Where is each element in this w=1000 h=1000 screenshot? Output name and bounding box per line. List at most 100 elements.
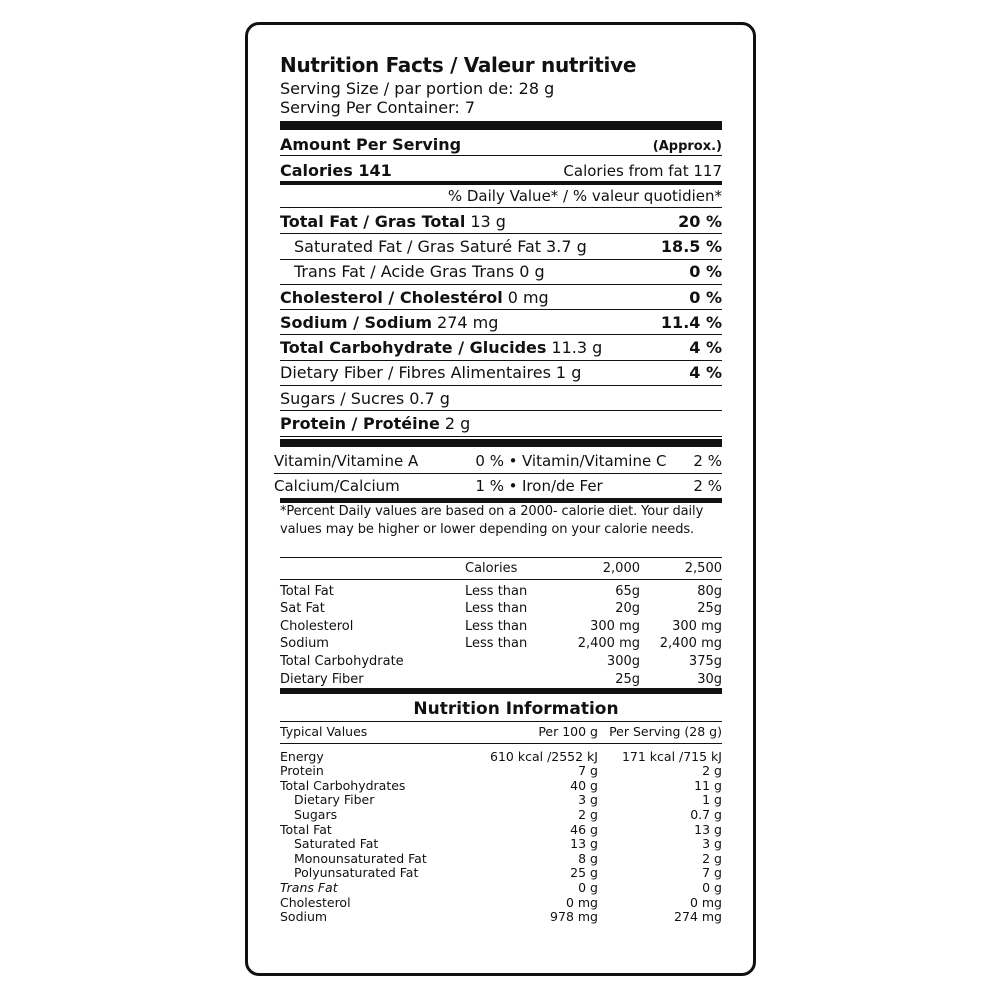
divider: [280, 181, 722, 185]
info-name: Monounsaturated Fat: [294, 850, 427, 866]
nutrient-amount: 0 mg: [507, 287, 549, 307]
nutrient-row: Total Carbohydrate / Glucides 11.3 g 4 %: [280, 335, 722, 361]
nutrient-label: Total Carbohydrate / Glucides 11.3 g: [280, 338, 602, 357]
bullet: •: [508, 476, 518, 495]
nutrient-amount: 3.7 g: [546, 236, 587, 256]
nutrient-name: Saturated Fat / Gras Saturé Fat: [294, 236, 542, 256]
divider: [280, 121, 722, 130]
info-name: Dietary Fiber: [294, 792, 375, 808]
nutrition-information-table: Typical Values Per 100 g Per Serving (28 g…: [280, 721, 722, 925]
info-per-serving: 2 g: [702, 763, 722, 779]
info-row: Sodium 978 mg 274 mg: [280, 910, 722, 925]
nutrient-name: Total Fat / Gras Total: [280, 211, 466, 231]
dv-cell: Sodium: [280, 636, 329, 652]
dv-cell: 2,400 mg: [659, 636, 722, 652]
info-per-serving: 0 mg: [689, 894, 722, 910]
info-name: Sugars: [294, 806, 338, 822]
info-row: Protein 7 g 2 g: [280, 764, 722, 779]
nutrient-label: Saturated Fat / Gras Saturé Fat 3.7 g: [280, 237, 587, 256]
daily-value-header: % Daily Value* / % valeur quotidien*: [447, 187, 722, 205]
info-per-100g: 978 mg: [550, 909, 598, 925]
dv-table-header: Calories 2,000 2,500: [280, 559, 722, 580]
dv-header-cell: 2,000: [602, 561, 640, 576]
info-name: Protein: [280, 763, 324, 779]
nutrient-amount: 13 g: [470, 211, 506, 231]
nutrient-daily-value: 0 %: [689, 287, 722, 307]
nutrient-amount: 274 mg: [437, 312, 499, 332]
nutrient-amount: 2 g: [444, 414, 471, 434]
nutrient-name: Dietary Fiber / Fibres Alimentaires: [280, 363, 551, 383]
dv-cell: [465, 653, 555, 671]
daily-value-table: Calories 2,000 2,500 Total Fat Less than 65g 8…: [280, 559, 722, 688]
nutrition-label: Nutrition Facts / Valeur nutritive Servi…: [245, 22, 756, 976]
dv-cell: 25g: [697, 601, 722, 617]
nutrient-label: Trans Fat / Acide Gras Trans 0 g: [280, 262, 545, 281]
info-per-serving: 0.7 g: [690, 806, 722, 822]
label-title: Nutrition Facts / Valeur nutritive: [280, 53, 637, 77]
serving-size: Serving Size / par portion de: 28 g: [280, 79, 555, 98]
info-header-cell: Typical Values: [280, 724, 368, 739]
divider: [280, 557, 722, 558]
vitamin-name: Iron/de Fer: [522, 476, 603, 495]
divider: [280, 439, 722, 447]
nutrient-label: Sodium / Sodium 274 mg: [280, 313, 498, 332]
nutrient-row: Protein / Protéine 2 g: [280, 411, 722, 437]
nutrient-row: Trans Fat / Acide Gras Trans 0 g 0 %: [280, 260, 722, 285]
dv-cell: 375g: [688, 653, 722, 669]
vitamin-dv: 0 %: [475, 451, 504, 470]
nutrient-amount: 1 g: [555, 363, 582, 383]
dv-cell: Less than: [465, 583, 528, 599]
info-per-100g: 8 g: [578, 850, 598, 866]
info-row: Polyunsaturated Fat 25 g 7 g: [280, 866, 722, 881]
info-name: Polyunsaturated Fat: [294, 865, 419, 881]
info-header: Typical Values Per 100 g Per Serving (28 g…: [280, 721, 722, 744]
amount-per-serving: Amount Per Serving: [280, 135, 462, 154]
divider: [280, 688, 722, 694]
info-row: Cholesterol 0 mg 0 mg: [280, 894, 722, 911]
info-per-serving: 13 g: [694, 821, 722, 837]
dv-cell: Total Fat: [280, 583, 334, 599]
dv-cell: Dietary Fiber: [280, 671, 364, 687]
calories-from-fat: Calories from fat 117: [563, 162, 722, 180]
nutrient-name: Protein / Protéine: [280, 414, 440, 434]
info-per-serving: 7 g: [702, 865, 722, 881]
dv-cell: 65g: [615, 583, 640, 599]
nutrient-daily-value: 4 %: [689, 363, 722, 383]
nutrient-row: Sodium / Sodium 274 mg 11.4 %: [280, 310, 722, 336]
info-per-100g: 25 g: [570, 865, 598, 881]
nutrition-information-title: Nutrition Information: [413, 699, 619, 719]
nutrient-name: Cholesterol / Cholestérol: [280, 287, 503, 307]
info-name: Saturated Fat: [294, 836, 379, 852]
info-per-serving: 1 g: [702, 792, 722, 808]
info-row: Energy 610 kcal /2552 kJ 171 kcal /715 kJ: [280, 748, 722, 765]
dv-cell: 80g: [697, 583, 722, 599]
nutrient-daily-value: 20 %: [678, 211, 722, 231]
calories: Calories 141: [280, 161, 392, 180]
info-per-serving: 171 kcal /715 kJ: [621, 748, 722, 764]
nutrient-list: Total Fat / Gras Total 13 g 20 % Saturated …: [280, 209, 722, 437]
nutrient-name: Trans Fat / Acide Gras Trans: [294, 262, 515, 282]
info-per-serving: 0 g: [702, 879, 722, 895]
info-row: Total Fat 46 g 13 g: [280, 821, 722, 838]
info-row: Saturated Fat 13 g 3 g: [280, 837, 722, 852]
dv-table-row: Sodium Less than 2,400 mg 2,400 mg: [280, 635, 722, 653]
dv-header-cell: [280, 560, 465, 578]
info-per-serving: 2 g: [702, 850, 722, 866]
nutrient-label: Cholesterol / Cholestérol 0 mg: [280, 288, 549, 307]
vitamin-dv: 1 %: [475, 476, 504, 495]
nutrient-label: Total Fat / Gras Total 13 g: [280, 212, 506, 231]
dv-cell: Less than: [465, 618, 528, 634]
info-name: Trans Fat: [280, 879, 338, 895]
info-name: Total Fat: [280, 821, 332, 837]
vitamin-dv: 2 %: [693, 476, 722, 495]
nutrient-daily-value: 4 %: [689, 338, 722, 358]
vitamin-dv: 2 %: [693, 451, 722, 470]
dv-table-row: Cholesterol Less than 300 mg 300 mg: [280, 618, 722, 636]
dv-cell: 300 mg: [590, 618, 640, 634]
info-per-100g: 0 mg: [565, 894, 598, 910]
footnote: *Percent Daily values are based on a 200…: [280, 504, 704, 537]
nutrient-row: Cholesterol / Cholestérol 0 mg 0 %: [280, 285, 722, 311]
info-per-serving: 11 g: [694, 777, 722, 793]
info-name: Cholesterol: [280, 894, 351, 910]
nutrient-amount: 0 g: [519, 262, 545, 282]
